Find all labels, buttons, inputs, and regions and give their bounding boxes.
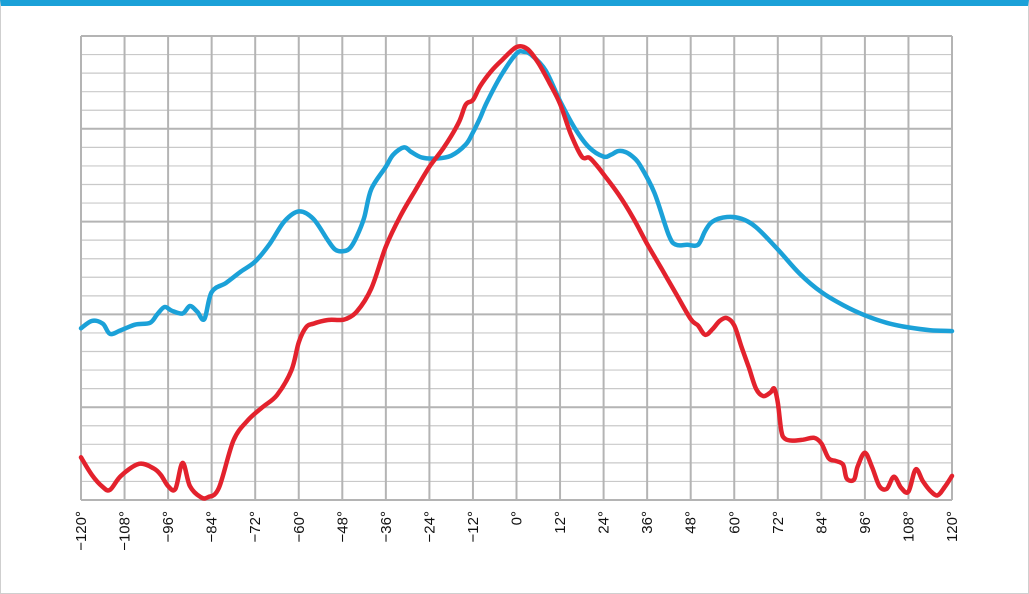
x-tick-label: 108° [900, 511, 917, 542]
x-tick-label: 24° [596, 511, 613, 534]
x-tick-label: 48° [683, 511, 700, 534]
x-tick-label: 72° [770, 511, 787, 534]
x-tick-label: −84° [204, 511, 221, 542]
x-tick-label: −24° [421, 511, 438, 542]
x-tick-label: 96° [857, 511, 874, 534]
x-tick-label: 84° [813, 511, 830, 534]
x-tick-label: −36° [378, 511, 395, 542]
chart-grid [80, 35, 953, 501]
x-tick-label: −72° [247, 511, 264, 542]
x-tick-label: −60° [291, 511, 308, 542]
x-tick-label: −120° [73, 511, 90, 551]
x-tick-label: 120° [944, 511, 961, 542]
x-tick-label: 0° [509, 511, 526, 525]
x-tick-label: −12° [465, 511, 482, 542]
x-tick-label: 12° [552, 511, 569, 534]
chart-series [78, 43, 955, 501]
series-line-blue [78, 48, 955, 337]
x-tick-label: −96° [160, 511, 177, 542]
x-axis-tick-labels: −120° −108° −96° −84° −72° −60° −48° −36° −24° −1… [73, 511, 961, 551]
series-line-red [78, 43, 955, 501]
x-tick-label: −108° [117, 511, 134, 551]
x-tick-label: 60° [726, 511, 743, 534]
x-tick-label: 36° [639, 511, 656, 534]
x-tick-label: −48° [334, 511, 351, 542]
